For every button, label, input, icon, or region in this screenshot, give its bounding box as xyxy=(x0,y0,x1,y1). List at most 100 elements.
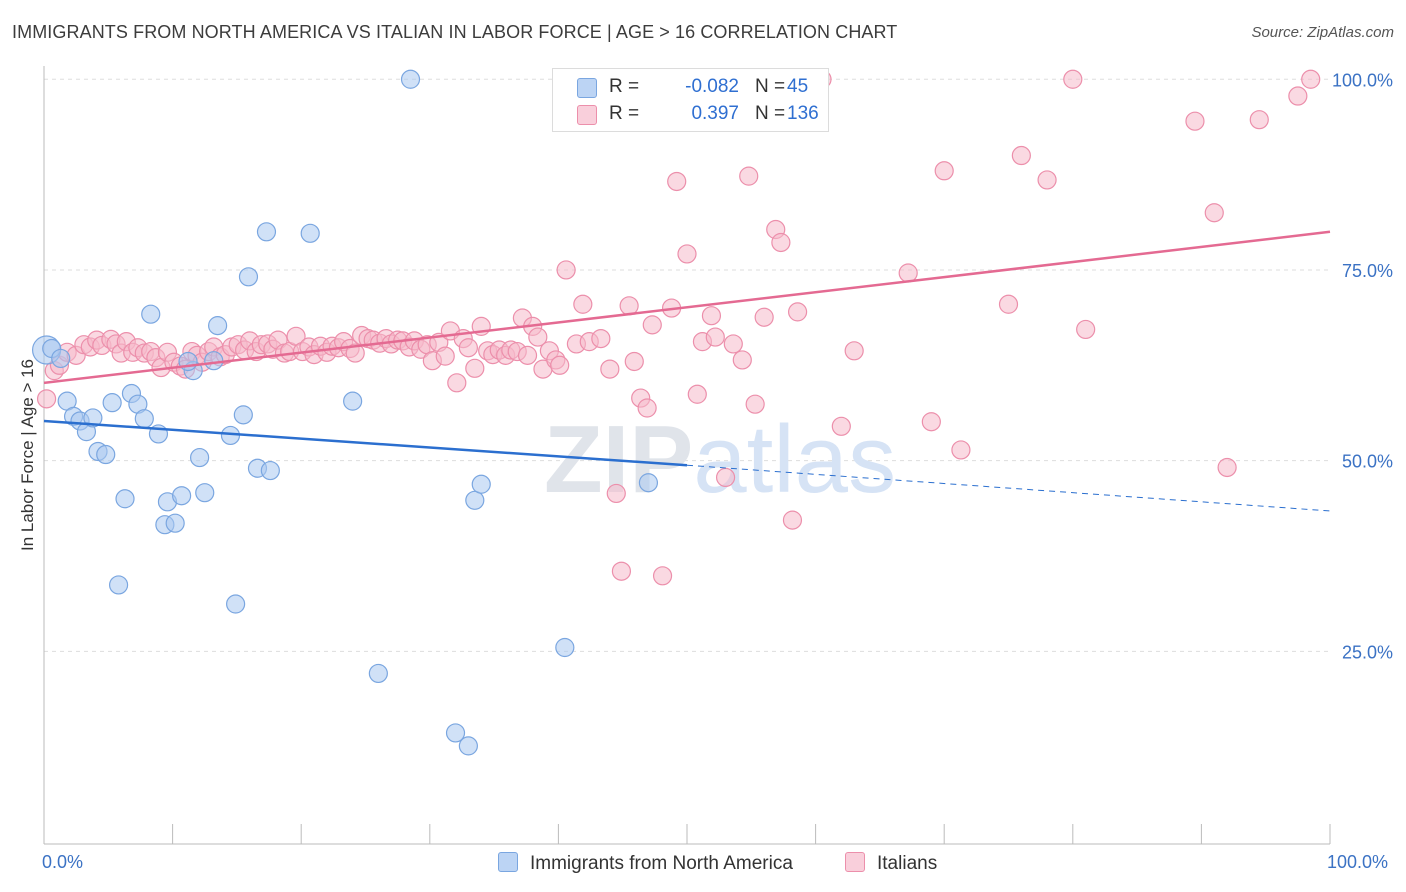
italians-point xyxy=(898,263,918,283)
italians-point xyxy=(844,341,864,361)
y-tick-label: 25.0% xyxy=(1342,642,1393,662)
north-america-point xyxy=(226,594,246,614)
north-america-point xyxy=(108,575,129,595)
north-america-point xyxy=(208,316,228,336)
correlation-legend: R = -0.082 N = 45 R = 0.397 N = 136 xyxy=(552,68,829,132)
north-america-point xyxy=(638,473,659,493)
italians-point xyxy=(1204,203,1224,223)
north-america-point xyxy=(172,486,192,506)
legend-n-label: N = xyxy=(755,76,786,97)
legend-swatch-italians xyxy=(845,852,865,872)
italians-point xyxy=(642,315,662,335)
italians-point xyxy=(771,232,791,253)
chart-title: IMMIGRANTS FROM NORTH AMERICA VS ITALIAN… xyxy=(12,22,898,42)
legend-n-value: 136 xyxy=(787,103,819,124)
legend-item-italians: Italians xyxy=(845,852,937,875)
legend-swatch-pink xyxy=(577,105,597,125)
italians-point xyxy=(739,166,759,186)
north-america-point xyxy=(238,267,259,287)
italians-point xyxy=(921,412,941,432)
north-america-point xyxy=(445,723,466,743)
italians-point xyxy=(1185,111,1205,131)
legend-r-value: 0.397 xyxy=(691,103,739,124)
italians-point xyxy=(528,327,548,347)
legend-label-italians: Italians xyxy=(877,853,938,874)
y-tick-label: 75.0% xyxy=(1342,261,1393,281)
italians-point xyxy=(705,327,725,347)
chart-source: Source: ZipAtlas.com xyxy=(1251,24,1394,41)
italians-point xyxy=(637,398,657,418)
north-america-point xyxy=(165,513,185,533)
italians-point xyxy=(435,346,455,366)
north-america-point xyxy=(141,304,161,324)
italians-point xyxy=(624,351,644,372)
italians-point xyxy=(715,467,736,488)
north-america-point xyxy=(51,348,71,369)
italians-point xyxy=(652,566,673,586)
y-axis-label: In Labor Force | Age > 16 xyxy=(18,358,37,552)
italians-point xyxy=(787,302,808,322)
north-america-trend-extension xyxy=(686,464,1331,512)
legend-swatch-north-america xyxy=(498,852,518,872)
north-america-point xyxy=(458,736,478,756)
north-america-point xyxy=(260,460,280,481)
italians-point xyxy=(1076,319,1096,340)
italians-point xyxy=(687,384,707,404)
italians-point xyxy=(723,334,743,354)
italians-point xyxy=(1288,86,1308,106)
italians-point xyxy=(345,343,365,363)
italians-point xyxy=(447,373,467,393)
italians-point xyxy=(36,389,57,409)
italians-point xyxy=(701,306,722,326)
italians-point xyxy=(998,294,1019,314)
north-america-point xyxy=(195,483,215,503)
italians-point xyxy=(611,561,632,581)
north-america-point xyxy=(471,474,491,494)
italians-point xyxy=(1301,69,1321,89)
y-tick-label: 50.0% xyxy=(1342,452,1393,472)
legend-r-label: R = xyxy=(609,103,640,124)
legend-label-north-america: Immigrants from North America xyxy=(530,853,793,874)
north-america-point xyxy=(96,444,116,465)
italians-point xyxy=(1249,110,1269,130)
north-america-point xyxy=(204,351,224,371)
italians-point xyxy=(550,355,570,375)
italians-point xyxy=(606,483,626,504)
italians-point xyxy=(556,260,576,280)
italians-point xyxy=(619,296,639,316)
italians-point xyxy=(677,244,697,264)
north-america-point xyxy=(555,637,575,658)
legend-r-label: R = xyxy=(609,76,640,97)
x-tick-label-min: 0.0% xyxy=(42,852,84,872)
north-america-trend-line xyxy=(43,419,688,467)
italians-point xyxy=(465,358,485,378)
italians-point xyxy=(782,510,803,530)
north-america-point xyxy=(343,391,363,411)
italians-point xyxy=(600,359,620,379)
north-america-point xyxy=(256,222,277,242)
italians-point xyxy=(732,350,752,370)
north-america-point xyxy=(115,489,135,509)
italians-point xyxy=(517,345,538,365)
north-america-point xyxy=(190,447,210,468)
italians-point xyxy=(458,338,478,358)
italians-point xyxy=(1037,170,1057,190)
italians-point xyxy=(754,307,774,327)
italians-point xyxy=(667,171,687,192)
italians-point xyxy=(934,161,954,181)
legend-n-label: N = xyxy=(755,103,786,124)
x-tick-label-max: 100.0% xyxy=(1327,852,1389,872)
north-america-point xyxy=(102,393,122,413)
italians-point xyxy=(591,328,611,349)
italians-point xyxy=(1011,145,1031,166)
legend-item-north-america: Immigrants from North America xyxy=(498,852,793,875)
legend-swatch-blue xyxy=(577,78,597,98)
north-america-point xyxy=(368,663,388,684)
italians-point xyxy=(951,440,971,460)
italians-point xyxy=(831,416,851,436)
north-america-point xyxy=(233,405,253,425)
north-america-point xyxy=(465,490,485,510)
north-america-point xyxy=(400,69,421,89)
italians-point xyxy=(573,294,593,314)
